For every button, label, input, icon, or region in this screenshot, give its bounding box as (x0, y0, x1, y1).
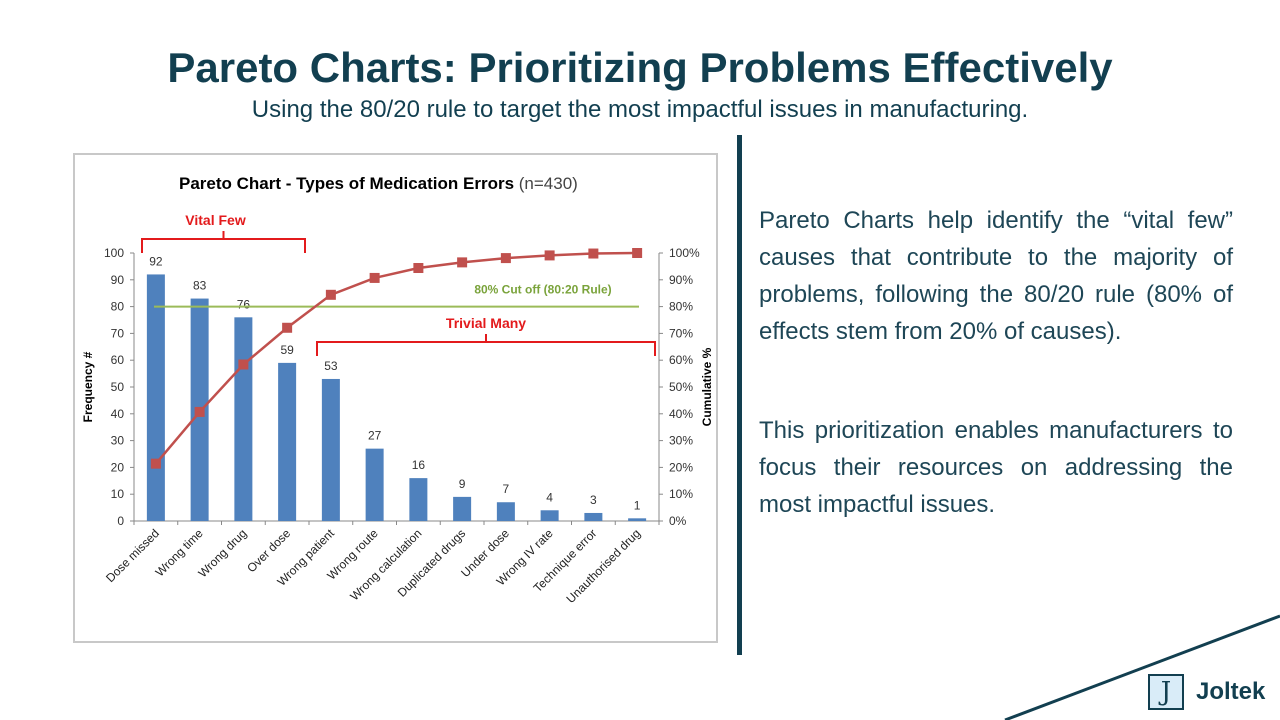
y-tick-label-left: 10 (111, 487, 125, 501)
y-tick-label-left: 0 (117, 514, 124, 528)
cumulative-point (413, 263, 424, 274)
cumulative-point (325, 289, 336, 300)
cumulative-line (154, 251, 638, 465)
vertical-divider (737, 135, 742, 655)
cumulative-point (369, 272, 380, 283)
y-tick-label-left: 70 (111, 326, 125, 340)
bar (278, 362, 297, 521)
bar-data-label: 16 (412, 458, 426, 472)
bar (146, 274, 165, 521)
y-tick-label-left: 80 (111, 300, 125, 314)
bar (365, 448, 384, 521)
pareto-chart: Pareto Chart - Types of Medication Error… (73, 153, 718, 643)
slide-subtitle: Using the 80/20 rule to target the most … (251, 96, 1029, 123)
y-tick-label-left: 60 (111, 353, 125, 367)
paragraph-pareto-intro: Pareto Charts help identify the “vital f… (759, 207, 1233, 345)
brand-logo: J Joltek (1148, 672, 1265, 712)
y-tick-label-left: 50 (111, 380, 125, 394)
vital-few-label: Vital Few (185, 212, 246, 228)
cutoff-label: 80% Cut off (80:20 Rule) (474, 283, 611, 297)
bar (496, 502, 515, 521)
bar-data-label: 9 (459, 477, 466, 491)
y-tick-label-right: 30% (669, 434, 693, 448)
logo-mark-icon: J (1148, 674, 1184, 710)
y-tick-label-right: 50% (669, 380, 693, 394)
y-tick-label-left: 90 (111, 273, 125, 287)
y-tick-label-right: 40% (669, 407, 693, 421)
y-tick-label-right: 80% (669, 300, 693, 314)
bar-data-label: 4 (546, 490, 553, 504)
bar-data-label: 1 (634, 498, 641, 512)
trivial-many-label: Trivial Many (446, 315, 526, 331)
bar-data-label: 27 (368, 429, 382, 443)
bar (453, 496, 472, 521)
cumulative-point (150, 458, 161, 469)
y-tick-label-right: 0% (669, 514, 687, 528)
cumulative-point (282, 322, 293, 333)
bar (234, 317, 253, 521)
y-tick-label-right: 10% (669, 487, 693, 501)
y-tick-label-left: 20 (111, 460, 125, 474)
bar-data-label: 3 (590, 493, 597, 507)
cumulative-point (544, 250, 555, 261)
bar-data-label: 83 (193, 279, 207, 293)
bar (540, 510, 559, 521)
cumulative-point (632, 248, 643, 258)
y-tick-label-right: 90% (669, 273, 693, 287)
y-tick-label-left: 100 (104, 246, 124, 260)
logo-text: Joltek (1196, 678, 1266, 705)
cumulative-point (238, 359, 249, 370)
bar-data-label: 76 (237, 297, 251, 311)
bar-data-label: 53 (324, 359, 338, 373)
cumulative-point (457, 257, 468, 268)
bar (409, 478, 428, 521)
y-tick-label-right: 20% (669, 460, 693, 474)
bar-data-label: 92 (149, 254, 163, 268)
chart-title: Pareto Chart - Types of Medication Error… (179, 174, 578, 193)
cumulative-point (500, 253, 511, 264)
y-tick-label-right: 60% (669, 353, 693, 367)
x-tick-label: Unauthorised drug (564, 526, 644, 606)
bar (321, 378, 340, 521)
slide-title: Pareto Charts: Prioritizing Problems Eff… (167, 44, 1113, 91)
y-tick-label-left: 30 (111, 434, 125, 448)
y-tick-label-right: 70% (669, 326, 693, 340)
bar (628, 518, 647, 521)
y2-axis-title: Cumulative % (700, 347, 714, 426)
pareto-chart-svg: Pareto Chart - Types of Medication Error… (81, 174, 714, 606)
paragraph-prioritization: This prioritization enables manufacturer… (759, 417, 1233, 518)
x-tick-label: Dose missed (103, 526, 162, 585)
y-axis-title: Frequency # (81, 351, 95, 422)
bar-data-label: 7 (503, 482, 510, 496)
trivial-many-bracket (316, 334, 656, 356)
y-tick-label-left: 40 (111, 407, 125, 421)
y-tick-label-right: 100% (669, 246, 700, 260)
bar-data-label: 59 (280, 343, 294, 357)
bar (584, 512, 603, 521)
vital-few-bracket (141, 231, 306, 253)
cumulative-point (588, 248, 599, 259)
cumulative-point (194, 406, 205, 417)
